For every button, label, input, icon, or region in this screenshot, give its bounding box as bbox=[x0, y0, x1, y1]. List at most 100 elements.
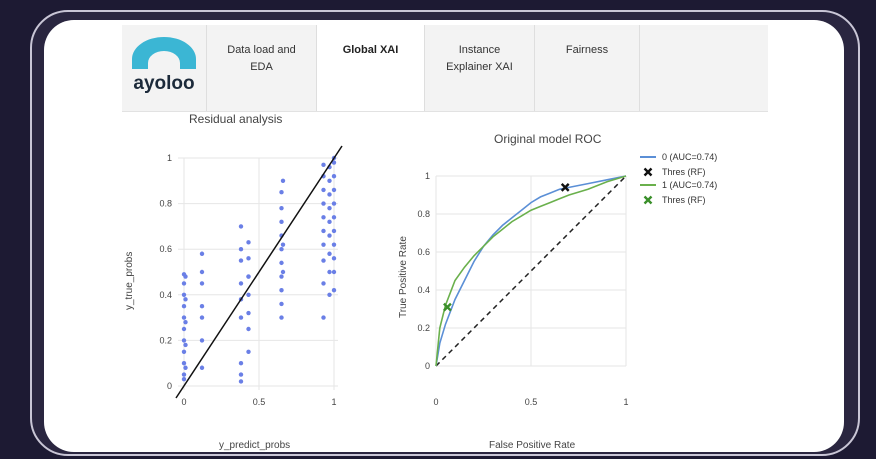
residual-ytick: 0.4 bbox=[159, 290, 172, 300]
roc-xtick: 1 bbox=[623, 397, 628, 407]
residual-point bbox=[279, 190, 284, 195]
residual-point bbox=[238, 258, 244, 263]
residual-ytick: 0.2 bbox=[159, 335, 172, 345]
residual-point bbox=[331, 228, 337, 234]
residual-point bbox=[199, 281, 205, 286]
residual-point bbox=[321, 242, 326, 247]
roc-ytick: 0.2 bbox=[417, 323, 430, 333]
residual-point bbox=[181, 349, 187, 354]
roc-xlabel: False Positive Rate bbox=[489, 440, 576, 451]
residual-point bbox=[327, 219, 332, 225]
residual-point bbox=[331, 242, 337, 247]
residual-point bbox=[279, 288, 284, 293]
residual-point bbox=[280, 242, 286, 247]
residual-point bbox=[321, 315, 326, 320]
logo-wordmark: ayoloo bbox=[133, 73, 194, 94]
residual-point bbox=[181, 281, 187, 286]
residual-point bbox=[183, 319, 188, 325]
residual-point bbox=[199, 338, 205, 343]
ayoloo-logo[interactable]: ayoloo bbox=[122, 25, 206, 111]
residual-point bbox=[181, 376, 187, 382]
legend-label: 0 (AUC=0.74) bbox=[662, 152, 717, 162]
residual-point bbox=[181, 315, 187, 320]
residual-point bbox=[279, 274, 284, 279]
residual-point bbox=[246, 256, 251, 261]
residual-point bbox=[238, 224, 244, 229]
roc-line-class-1 bbox=[435, 175, 627, 367]
residual-title: Residual analysis bbox=[189, 112, 283, 126]
residual-point bbox=[238, 281, 244, 286]
residual-point bbox=[321, 187, 326, 193]
roc-threshold-1-marker bbox=[443, 302, 452, 312]
residual-point bbox=[331, 269, 337, 275]
residual-fit-line bbox=[175, 145, 343, 399]
residual-point bbox=[181, 304, 187, 309]
legend-label: Thres (RF) bbox=[662, 195, 706, 205]
residual-point bbox=[279, 219, 284, 225]
residual-xtick: 0 bbox=[181, 397, 186, 407]
charts-canvas: 0 0.2 0.4 0.6 0.8 1 0 0.5 1 0 0.2 0.4 0.6 0.8 1 0 0.5 1 0 … bbox=[159, 145, 717, 407]
logo-graphic: ayoloo bbox=[132, 37, 196, 94]
residual-point bbox=[331, 160, 337, 165]
residual-point bbox=[327, 233, 332, 238]
residual-point bbox=[183, 365, 188, 370]
residual-point bbox=[280, 178, 286, 183]
residual-ytick: 0 bbox=[167, 381, 172, 391]
residual-point bbox=[199, 269, 205, 275]
residual-point bbox=[246, 292, 251, 297]
legend-label: 1 (AUC=0.74) bbox=[662, 180, 717, 190]
legend-swatch-thres-0 bbox=[643, 167, 653, 177]
residual-point bbox=[321, 201, 326, 206]
roc-ytick: 0.4 bbox=[417, 285, 430, 295]
residual-xtick: 0.5 bbox=[253, 397, 266, 407]
tab-label-line1: Fairness bbox=[565, 44, 609, 56]
roc-line-class-0 bbox=[435, 175, 627, 367]
residual-point bbox=[181, 372, 187, 377]
residual-point bbox=[181, 292, 187, 297]
residual-point bbox=[183, 297, 188, 302]
residual-point bbox=[331, 174, 337, 179]
residual-ytick: 0.8 bbox=[159, 199, 172, 209]
residual-point bbox=[321, 258, 326, 263]
residual-point bbox=[327, 292, 332, 297]
residual-point bbox=[181, 361, 187, 366]
roc-ytick: 0.8 bbox=[417, 209, 430, 219]
residual-point bbox=[246, 349, 251, 354]
residual-point bbox=[246, 240, 251, 245]
tab-data-load-eda[interactable]: Data load and EDA bbox=[206, 25, 316, 111]
residual-point bbox=[181, 326, 187, 332]
residual-point bbox=[327, 251, 332, 256]
residual-point bbox=[321, 162, 326, 168]
residual-point bbox=[279, 247, 284, 252]
tab-label-line1: Data load and bbox=[227, 44, 296, 56]
residual-point bbox=[199, 365, 205, 370]
tab-fairness[interactable]: Fairness bbox=[534, 25, 640, 111]
roc-xtick: 0 bbox=[433, 397, 438, 407]
tab-global-xai[interactable]: Global XAI bbox=[316, 25, 424, 111]
residual-point bbox=[331, 215, 337, 220]
residual-point bbox=[321, 215, 326, 220]
residual-point bbox=[321, 228, 326, 234]
roc-ytick: 0.6 bbox=[417, 247, 430, 257]
app-screen: ayoloo Data load and EDA Global XAI Inst… bbox=[44, 20, 844, 452]
residual-point bbox=[331, 187, 337, 193]
tab-label-line2: Explainer XAI bbox=[446, 61, 513, 73]
residual-point bbox=[327, 205, 332, 211]
residual-point bbox=[246, 310, 251, 316]
legend-label: Thres (RF) bbox=[662, 167, 706, 177]
tab-instance-explainer-xai[interactable]: Instance Explainer XAI bbox=[424, 25, 534, 111]
roc-ytick: 0 bbox=[425, 361, 430, 371]
tab-label-line1: Instance bbox=[458, 44, 501, 56]
residual-point bbox=[238, 372, 244, 377]
residual-xlabel: y_predict_probs bbox=[219, 440, 291, 451]
residual-point bbox=[238, 315, 244, 320]
residual-point bbox=[280, 269, 286, 275]
tab-label-line2: EDA bbox=[250, 61, 273, 73]
residual-ytick: 1 bbox=[167, 153, 172, 163]
top-nav: ayoloo Data load and EDA Global XAI Inst… bbox=[122, 25, 768, 112]
residual-point bbox=[279, 301, 284, 307]
residual-point bbox=[238, 361, 244, 366]
roc-xtick: 0.5 bbox=[525, 397, 538, 407]
residual-point bbox=[327, 178, 332, 183]
residual-point bbox=[181, 338, 187, 343]
